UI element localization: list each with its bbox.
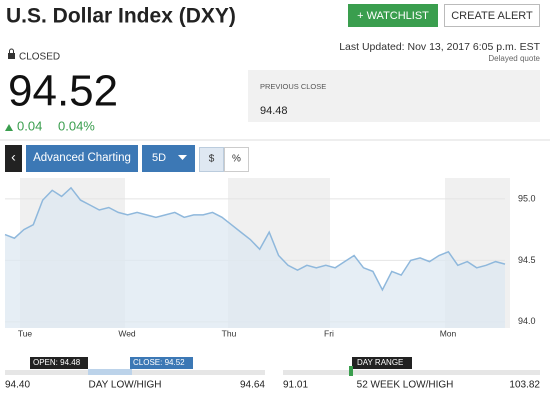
lock-icon (8, 53, 15, 59)
area (5, 187, 505, 328)
dollar-button[interactable] (199, 147, 224, 172)
y-tick-label: 94.0 (518, 316, 536, 326)
change-pct: 0.04% (58, 118, 95, 133)
price: 94.52 (8, 67, 118, 116)
range-tag (352, 357, 412, 369)
day-low: 94.40 (5, 380, 30, 391)
week-low: 91.01 (283, 380, 308, 391)
prev-close-label: PREVIOUS CLOSE (260, 82, 326, 91)
day-bar (5, 370, 265, 375)
open-tag-label: OPEN: 94.48 (33, 358, 81, 367)
line (4, 186, 506, 292)
x-tick-label: Mon (440, 328, 457, 338)
range-tag-label: DAY RANGE (357, 358, 403, 367)
last-updated: Last Updated: Nov 13, 2017 6:05 p.m. EST (339, 41, 540, 53)
range-button[interactable] (142, 145, 195, 172)
x-tick-label: Tue (18, 328, 33, 338)
day-fill (88, 369, 132, 375)
x-tick-label: Thu (222, 328, 237, 338)
prev-close-value: 94.48 (260, 105, 288, 117)
dropdown-arrow (178, 155, 187, 160)
watchlist-label[interactable]: + WATCHLIST (357, 10, 429, 22)
percent-label[interactable]: % (232, 154, 241, 165)
advanced-label[interactable]: Advanced Charting (33, 152, 131, 164)
percent-button[interactable] (224, 147, 249, 172)
y-tick-label: 94.5 (518, 255, 536, 265)
range-label[interactable]: 5D (152, 152, 166, 164)
chart: 95.0 94.5 94.0 Tue Wed Thu Fri Mon (4, 186, 536, 338)
close-tag (130, 357, 193, 369)
alert-label[interactable]: CREATE ALERT (451, 10, 533, 22)
change: 0.04 (17, 118, 42, 133)
status: CLOSED (19, 52, 60, 63)
x-tick-label: Wed (118, 328, 136, 338)
week-bar (283, 370, 540, 375)
back-button[interactable] (5, 145, 22, 172)
delayed: Delayed quote (488, 54, 540, 63)
week-label: 52 WEEK LOW/HIGH (357, 380, 454, 391)
advanced-button[interactable] (26, 145, 138, 172)
open-tag (30, 357, 88, 369)
alert-button[interactable] (444, 4, 540, 27)
x-tick-label: Fri (324, 328, 334, 338)
close-tag-label: CLOSE: 94.52 (133, 358, 185, 367)
y-tick-label: 95.0 (518, 193, 536, 203)
dollar-label[interactable]: $ (209, 154, 215, 165)
up-arrow (5, 124, 13, 131)
back-label[interactable]: ‹ (11, 149, 16, 165)
day-high: 94.64 (240, 380, 265, 391)
week-high: 103.82 (509, 380, 540, 391)
week-marker (349, 366, 353, 376)
watchlist-button[interactable] (348, 4, 438, 27)
day-label: DAY LOW/HIGH (89, 380, 162, 391)
prev-close-box (248, 70, 540, 122)
lock-shackle (9, 48, 14, 53)
title: U.S. Dollar Index (DXY) (6, 5, 236, 28)
